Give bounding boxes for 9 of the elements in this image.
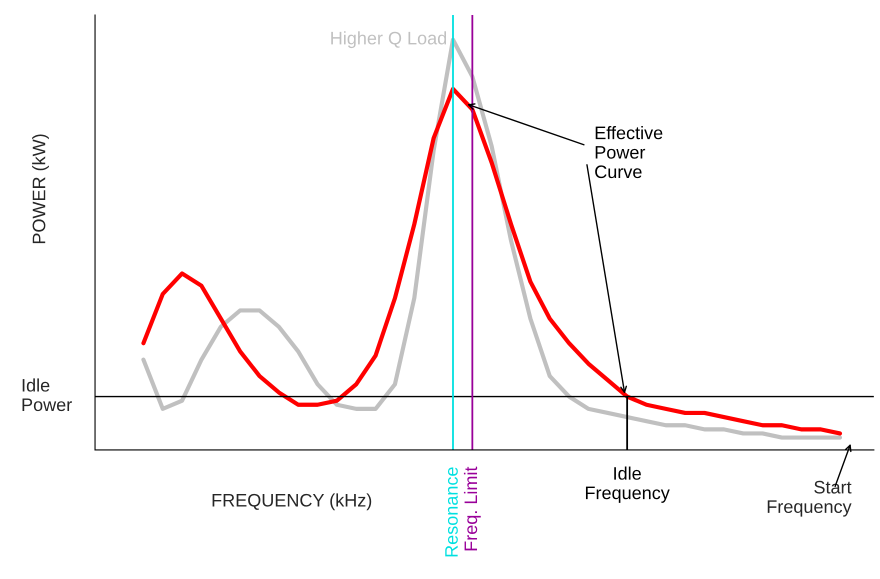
- series-label: Higher Q Load: [331, 31, 446, 48]
- x-axis-title: FREQUENCY (kHz): [212, 493, 372, 510]
- x-tick-label: Idle Frequency: [586, 466, 670, 503]
- x-tick-label: Resonance: [445, 467, 458, 556]
- text: Start Frequency: [768, 480, 852, 517]
- annotation: Effective Power Curve: [595, 126, 662, 178]
- x-tick-label: Freq. Limit: [464, 466, 481, 550]
- y-axis-title: POWER (kW): [32, 134, 49, 244]
- ref-line-label: Idle Power: [22, 378, 72, 412]
